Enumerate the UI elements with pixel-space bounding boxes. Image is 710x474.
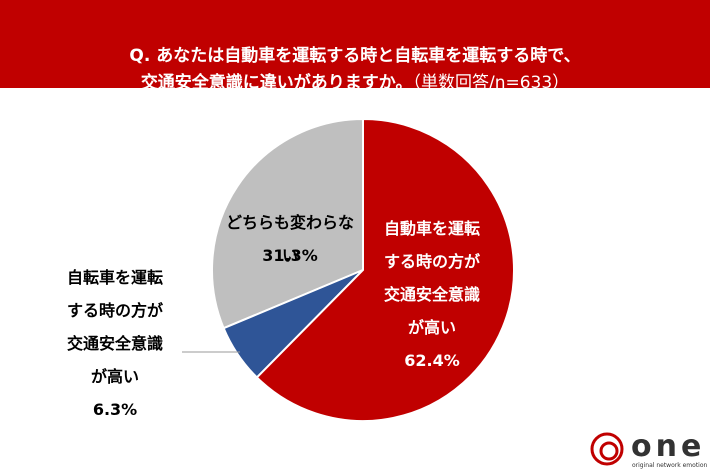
pie-slice (211, 117, 364, 330)
slice-label: 自動車を運転 する時の方が 交通安全意識 が高い (383, 219, 480, 337)
slice-label: 自転車を運転 する時の方が 交通安全意識 が高い (66, 268, 163, 386)
chart-title: Q. あなたは自動車を運転する時と自転車を運転する時で、 交通安全意識に違いがあ… (0, 16, 710, 97)
value-label: 62.4% (404, 351, 460, 370)
subtitle: （単数回答/n=633） (412, 73, 570, 93)
logo-tagline: original network emotion (632, 462, 708, 469)
value-label: 6.3% (92, 400, 138, 419)
value-label: 31.3% (262, 246, 318, 265)
title-text: Q. あなたは自動車を運転する時と自転車を運転する時で、 交通安全意識に違いがあ… (129, 46, 581, 93)
logo-icon (590, 432, 624, 466)
logo-name: one (631, 429, 706, 464)
title-banner (0, 0, 710, 88)
slice-label: どちらも変わらない (225, 213, 354, 265)
pie-slice (255, 117, 515, 422)
